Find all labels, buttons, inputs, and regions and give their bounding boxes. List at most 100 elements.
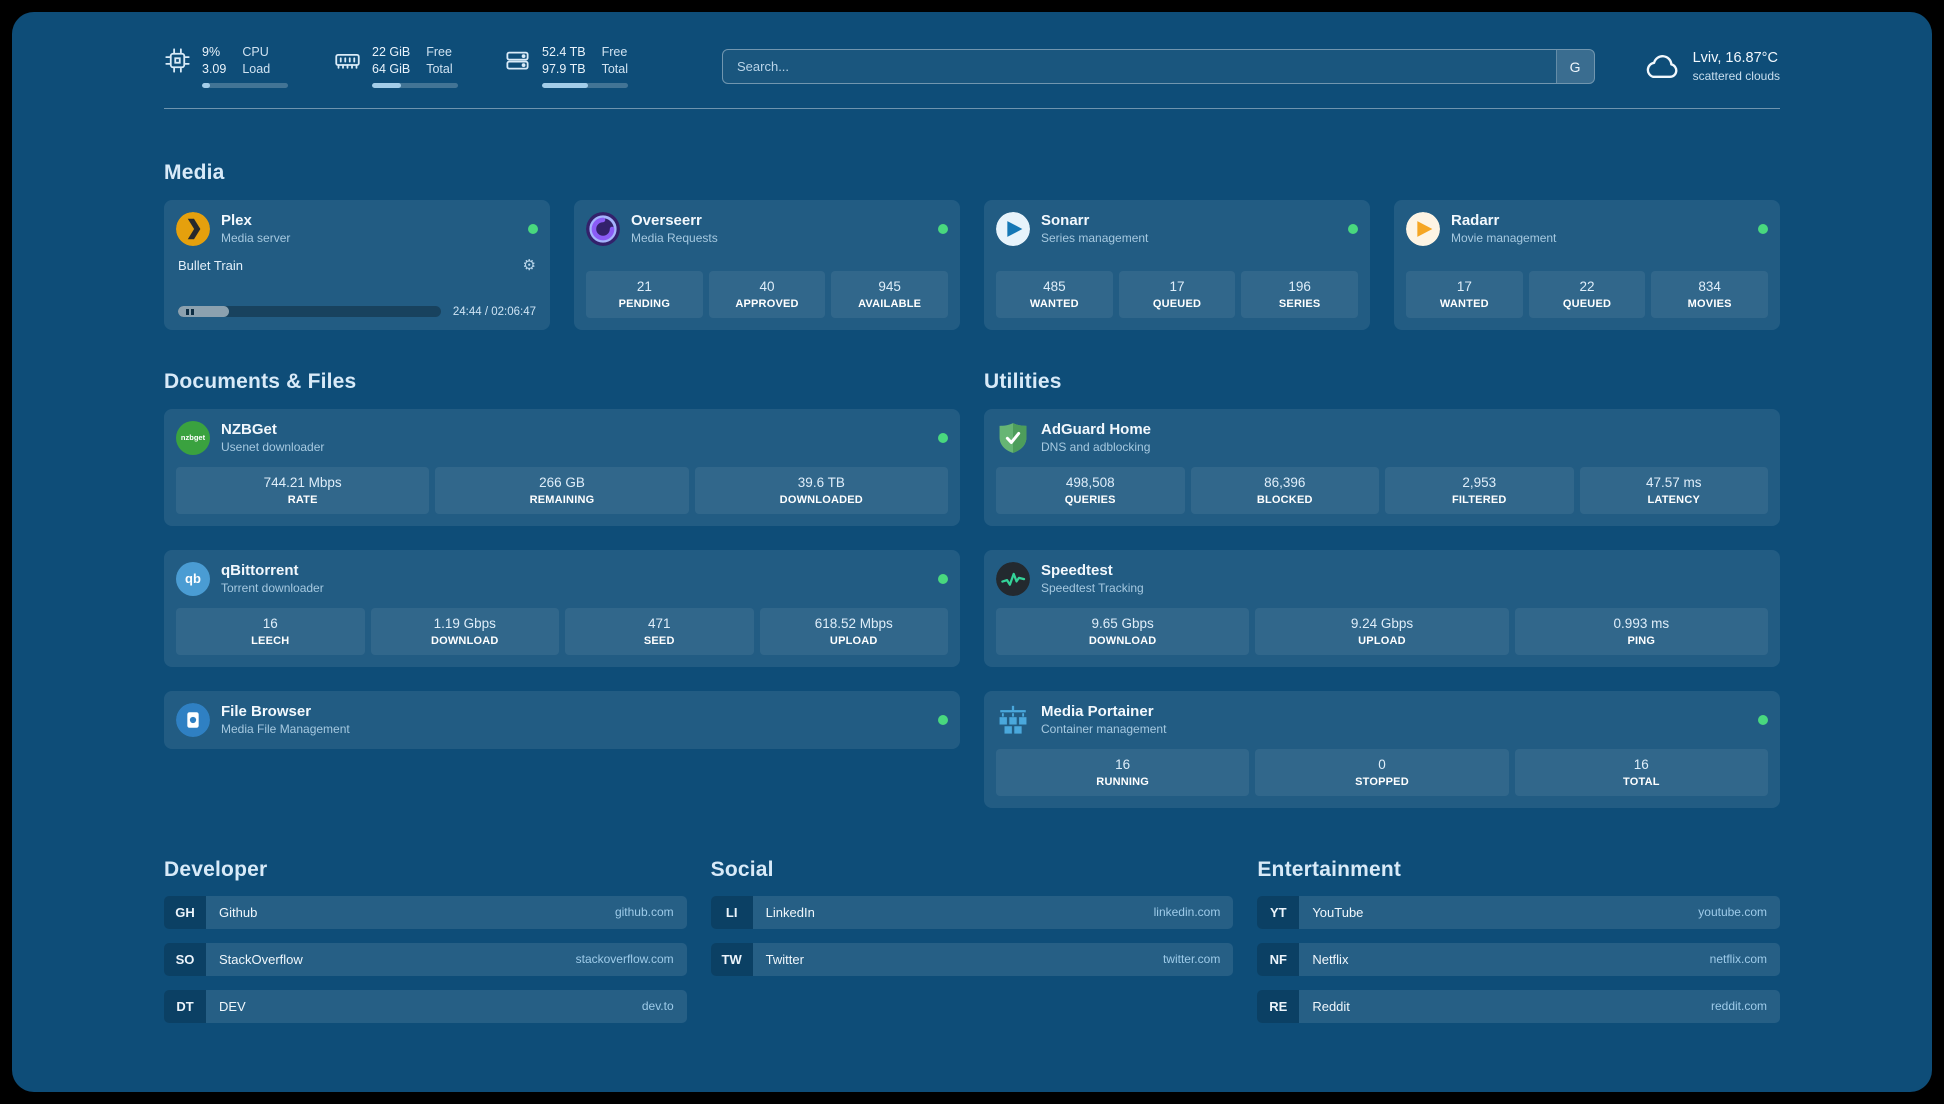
cpu-label: CPU — [242, 45, 269, 59]
service-title-portainer: Media Portainer — [1041, 703, 1154, 720]
qbittorrent-icon: qb — [176, 561, 210, 596]
bookmark-name: LinkedIn — [765, 904, 815, 920]
stat-stopped: 0 STOPPED — [1255, 748, 1509, 796]
bookmark-name: Netflix — [1312, 951, 1349, 967]
weather-location: Lviv, 16.87°C — [1692, 50, 1778, 67]
disk-total-label: Total — [601, 61, 628, 76]
bookmark-domain: stackoverflow.com — [575, 952, 674, 966]
cpu-usage-percent: 9% — [202, 45, 221, 59]
status-dot — [938, 714, 948, 725]
bookmark-name: StackOverflow — [219, 951, 303, 967]
bookmark-heading-social: Social — [710, 857, 774, 881]
service-card-plex[interactable]: Plex Media server Bullet Train ⚙ 24:44 /… — [164, 199, 550, 330]
stat-rate: 744.21 Mbps RATE — [176, 466, 430, 514]
search-provider-button[interactable]: G — [1555, 50, 1594, 84]
stat-leech: 16 LEECH — [176, 607, 365, 655]
section-heading-documents: Documents & Files — [164, 369, 357, 393]
bookmark-abbr: NF — [1257, 942, 1300, 976]
bookmark-abbr: TW — [710, 942, 753, 976]
disk-total-value: 97.9 TB — [542, 61, 586, 76]
cpu-load-label: Load — [242, 61, 271, 76]
cpu-usage-bar — [202, 82, 288, 88]
stat-latency: 47.57 ms LATENCY — [1579, 466, 1768, 514]
bookmark-abbr: LI — [710, 895, 753, 929]
dashboard-page: 9% 3.09 CPU Load 22 GiB — [12, 12, 1932, 1092]
disk-usage-bar-fill — [542, 82, 589, 88]
stat-queries: 498,508 QUERIES — [996, 466, 1185, 514]
status-dot — [938, 573, 948, 584]
disk-usage-bar — [542, 82, 628, 88]
stat-queued: 22 QUEUED — [1528, 270, 1646, 318]
memory-usage-bar-fill — [372, 82, 402, 88]
service-card-adguard[interactable]: AdGuard Home DNS and adblocking 498,508 … — [984, 408, 1780, 526]
service-card-nzbget[interactable]: nzbget NZBGet Usenet downloader 744.21 M… — [164, 408, 960, 526]
stat-upload: 618.52 Mbps UPLOAD — [759, 607, 948, 655]
search-bar[interactable]: G — [722, 49, 1595, 85]
service-subtitle-adguard: DNS and adblocking — [1041, 440, 1151, 454]
stat-wanted: 485 WANTED — [996, 270, 1113, 318]
section-heading-utilities: Utilities — [984, 369, 1062, 393]
service-subtitle-nzbget: Usenet downloader — [221, 440, 325, 454]
stat-downloaded: 39.6 TB DOWNLOADED — [694, 466, 948, 514]
memory-usage-bar — [372, 82, 458, 88]
bookmark-linkedin[interactable]: LI LinkedIn linkedin.com — [710, 895, 1234, 929]
stat-pending: 21 PENDING — [586, 270, 703, 318]
bookmark-domain: twitter.com — [1162, 952, 1221, 966]
service-title-radarr: Radarr — [1451, 212, 1500, 229]
bookmark-domain: github.com — [614, 905, 674, 919]
speedtest-icon — [996, 561, 1030, 596]
service-title-adguard: AdGuard Home — [1041, 421, 1152, 438]
stat-available: 945 AVAILABLE — [831, 270, 949, 318]
bookmark-netflix[interactable]: NF Netflix netflix.com — [1257, 942, 1780, 976]
service-card-sonarr[interactable]: Sonarr Series management 485 WANTED 17 Q… — [984, 199, 1370, 330]
stat-approved: 40 APPROVED — [708, 270, 826, 318]
bookmark-stackoverflow[interactable]: SO StackOverflow stackoverflow.com — [164, 942, 687, 976]
stat-blocked: 86,396 BLOCKED — [1190, 466, 1379, 514]
service-card-qbittorrent[interactable]: qb qBittorrent Torrent downloader 16 LEE… — [164, 549, 960, 667]
bookmark-twitter[interactable]: TW Twitter twitter.com — [710, 942, 1234, 976]
bookmark-youtube[interactable]: YT YouTube youtube.com — [1257, 895, 1780, 929]
section-utilities: Utilities AdGuard Home DNS and adblockin… — [984, 370, 1780, 808]
gear-icon[interactable]: ⚙ — [522, 256, 536, 274]
overseerr-icon — [586, 211, 620, 246]
bookmark-reddit[interactable]: RE Reddit reddit.com — [1257, 989, 1780, 1023]
portainer-icon — [996, 703, 1030, 737]
stat-seed: 471 SEED — [565, 607, 754, 655]
service-card-portainer[interactable]: Media Portainer Container management 16 … — [984, 690, 1780, 808]
playback-progress-fill — [178, 306, 230, 317]
service-title-nzbget: NZBGet — [221, 421, 277, 438]
status-dot — [938, 223, 948, 234]
service-card-radarr[interactable]: Radarr Movie management 17 WANTED 22 QUE… — [1394, 199, 1780, 330]
bookmark-abbr: DT — [164, 989, 206, 1023]
top-bar: 9% 3.09 CPU Load 22 GiB — [164, 45, 1780, 88]
service-card-filebrowser[interactable]: File Browser Media File Management — [164, 690, 960, 749]
adguard-icon — [996, 421, 1030, 455]
section-heading-media: Media — [164, 160, 225, 184]
bookmark-domain: youtube.com — [1698, 905, 1767, 919]
search-input[interactable] — [723, 50, 1556, 84]
bookmark-domain: netflix.com — [1709, 952, 1767, 966]
service-card-overseerr[interactable]: Overseerr Media Requests 21 PENDING 40 A… — [574, 199, 960, 330]
bookmark-dev[interactable]: DT DEV dev.to — [164, 989, 687, 1023]
cloud-icon — [1643, 52, 1681, 82]
stat-series: 196 SERIES — [1241, 270, 1359, 318]
service-card-speedtest[interactable]: Speedtest Speedtest Tracking 9.65 Gbps D… — [984, 549, 1780, 667]
bookmark-group-social: Social LI LinkedIn linkedin.com TW Twitt… — [710, 857, 1234, 1023]
memory-total-label: Total — [426, 61, 453, 76]
bookmark-github[interactable]: GH Github github.com — [164, 895, 687, 929]
stat-movies: 834 MOVIES — [1651, 270, 1769, 318]
stat-ping: 0.993 ms PING — [1514, 607, 1768, 655]
pause-icon[interactable] — [186, 306, 194, 317]
bookmark-name: YouTube — [1312, 904, 1364, 920]
weather-condition: scattered clouds — [1692, 69, 1780, 84]
bookmark-group-entertainment: Entertainment YT YouTube youtube.com NF … — [1257, 858, 1780, 1023]
status-dot — [1758, 223, 1768, 234]
bookmark-domain: reddit.com — [1710, 999, 1767, 1013]
stat-upload: 9.24 Gbps UPLOAD — [1255, 607, 1509, 655]
topbar-divider — [164, 107, 1780, 109]
service-subtitle-filebrowser: Media File Management — [221, 722, 350, 736]
service-title-sonarr: Sonarr — [1041, 212, 1090, 229]
status-dot — [1758, 714, 1768, 725]
stat-total: 16 TOTAL — [1514, 748, 1768, 796]
disk-free-label: Free — [601, 45, 628, 59]
